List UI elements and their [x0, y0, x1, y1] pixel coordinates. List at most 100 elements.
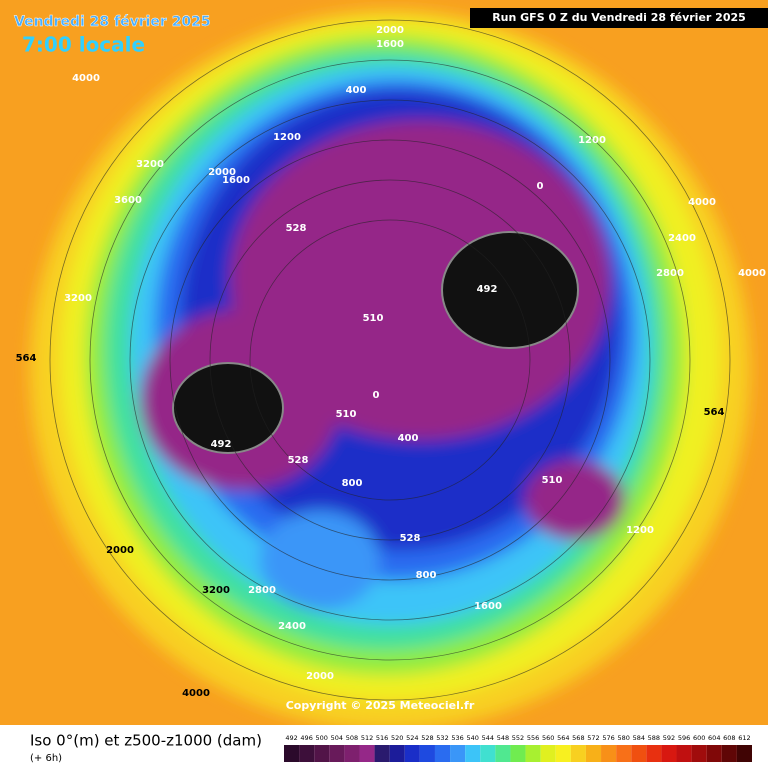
scale-swatch — [540, 745, 556, 762]
contour-label: 0 — [537, 181, 544, 192]
contour-label: 528 — [286, 223, 307, 234]
scale-label: 584 — [633, 734, 645, 742]
contour-label: 564 — [704, 407, 725, 418]
scale-label: 496 — [300, 734, 312, 742]
scale-label: 520 — [391, 734, 403, 742]
contour-label: 2400 — [278, 621, 306, 632]
contour-label: 400 — [346, 85, 367, 96]
scale-label: 580 — [617, 734, 629, 742]
footer-step: (+ 6h) — [30, 753, 62, 764]
time-label: 7:00 locale — [22, 33, 145, 57]
contour-label: 1600 — [222, 175, 250, 186]
contour-label: 800 — [416, 570, 437, 581]
contour-label: 510 — [542, 475, 563, 486]
contour-label: 2000 — [106, 545, 134, 556]
contour-label: 400 — [398, 433, 419, 444]
contour-label: 0 — [373, 390, 380, 401]
contour-label: 2800 — [248, 585, 276, 596]
scale-label: 548 — [497, 734, 509, 742]
scale-swatch — [329, 745, 345, 762]
copyright: Copyright © 2025 Meteociel.fr — [286, 699, 475, 712]
scale-swatch — [389, 745, 405, 762]
scale-swatch — [480, 745, 496, 762]
scale-label: 544 — [482, 734, 494, 742]
contour-label: 4000 — [738, 268, 766, 279]
scale-label: 556 — [527, 734, 539, 742]
date-label: Vendredi 28 février 2025 — [14, 14, 211, 30]
run-label: Run GFS 0 Z du Vendredi 28 février 2025 — [492, 11, 746, 24]
contour-label: 2000 — [376, 25, 404, 36]
scale-swatch — [359, 745, 375, 762]
scale-swatch — [646, 745, 662, 762]
scale-swatch — [555, 745, 571, 762]
map-labels: 2000160040004001200200016003200012004925… — [16, 25, 766, 699]
scale-label: 568 — [572, 734, 584, 742]
contour-label: 510 — [336, 409, 357, 420]
scale-swatch — [404, 745, 420, 762]
contour-label: 4000 — [72, 73, 100, 84]
scale-swatch — [601, 745, 617, 762]
scale-label: 516 — [376, 734, 388, 742]
scale-swatch — [691, 745, 707, 762]
scale-label: 500 — [316, 734, 328, 742]
scale-swatch — [676, 745, 692, 762]
scale-swatch — [419, 745, 435, 762]
scale-label: 532 — [436, 734, 448, 742]
contour-label: 4000 — [688, 197, 716, 208]
scale-swatch — [450, 745, 466, 762]
contour-label: 492 — [477, 284, 498, 295]
scale-label: 524 — [406, 734, 418, 742]
contour-label: 2000 — [208, 167, 236, 178]
footer-title: Iso 0°(m) et z500-z1000 (dam) — [30, 732, 262, 750]
scale-swatch — [525, 745, 541, 762]
scale-label: 596 — [678, 734, 690, 742]
scale-label: 528 — [421, 734, 433, 742]
scale-swatch — [495, 745, 511, 762]
contour-label: 1200 — [273, 132, 301, 143]
scale-swatch — [434, 745, 451, 762]
scale-swatch — [314, 745, 330, 762]
scale-label: 604 — [708, 734, 720, 742]
contour-label: 2400 — [668, 233, 696, 244]
scale-label: 536 — [451, 734, 463, 742]
scale-swatch — [736, 745, 752, 762]
contour-label: 564 — [16, 353, 37, 364]
scale-label: 612 — [738, 734, 750, 742]
contour-label: 3200 — [202, 585, 230, 596]
contour-label: 2800 — [656, 268, 684, 279]
scale-swatch — [284, 745, 300, 762]
scale-label: 608 — [723, 734, 735, 742]
scale-swatch — [344, 745, 360, 762]
contour-label: 492 — [211, 439, 232, 450]
scale-swatch — [465, 745, 481, 762]
scale-label: 588 — [648, 734, 660, 742]
scale-swatch — [374, 745, 390, 762]
run-box — [470, 8, 768, 28]
scale-label: 592 — [663, 734, 675, 742]
contour-label: 1600 — [474, 601, 502, 612]
scale-swatch — [510, 745, 526, 762]
scale-label: 540 — [466, 734, 478, 742]
scale-swatch — [706, 745, 722, 762]
scale-label: 564 — [557, 734, 569, 742]
scale-label: 504 — [331, 734, 343, 742]
scale-label: 552 — [512, 734, 524, 742]
scale-label: 572 — [587, 734, 599, 742]
scale-swatch — [299, 745, 315, 762]
contour-label: 510 — [363, 313, 384, 324]
scale-swatch — [661, 745, 677, 762]
contour-label: 1200 — [626, 525, 654, 536]
contour-label: 4000 — [182, 688, 210, 699]
color-scale: 492 496 500 504 508 512 516 520 524 528 532 536 540 5… — [284, 734, 752, 762]
contour-label: 2000 — [306, 671, 334, 682]
scale-swatch — [631, 745, 647, 762]
scale-label: 508 — [346, 734, 358, 742]
contour-label: 3200 — [64, 293, 92, 304]
scale-label: 600 — [693, 734, 705, 742]
scale-swatch — [585, 745, 602, 762]
map-field — [0, 0, 768, 730]
contour-label: 3200 — [136, 159, 164, 170]
scale-swatch — [570, 745, 586, 762]
scale-label: 512 — [361, 734, 373, 742]
